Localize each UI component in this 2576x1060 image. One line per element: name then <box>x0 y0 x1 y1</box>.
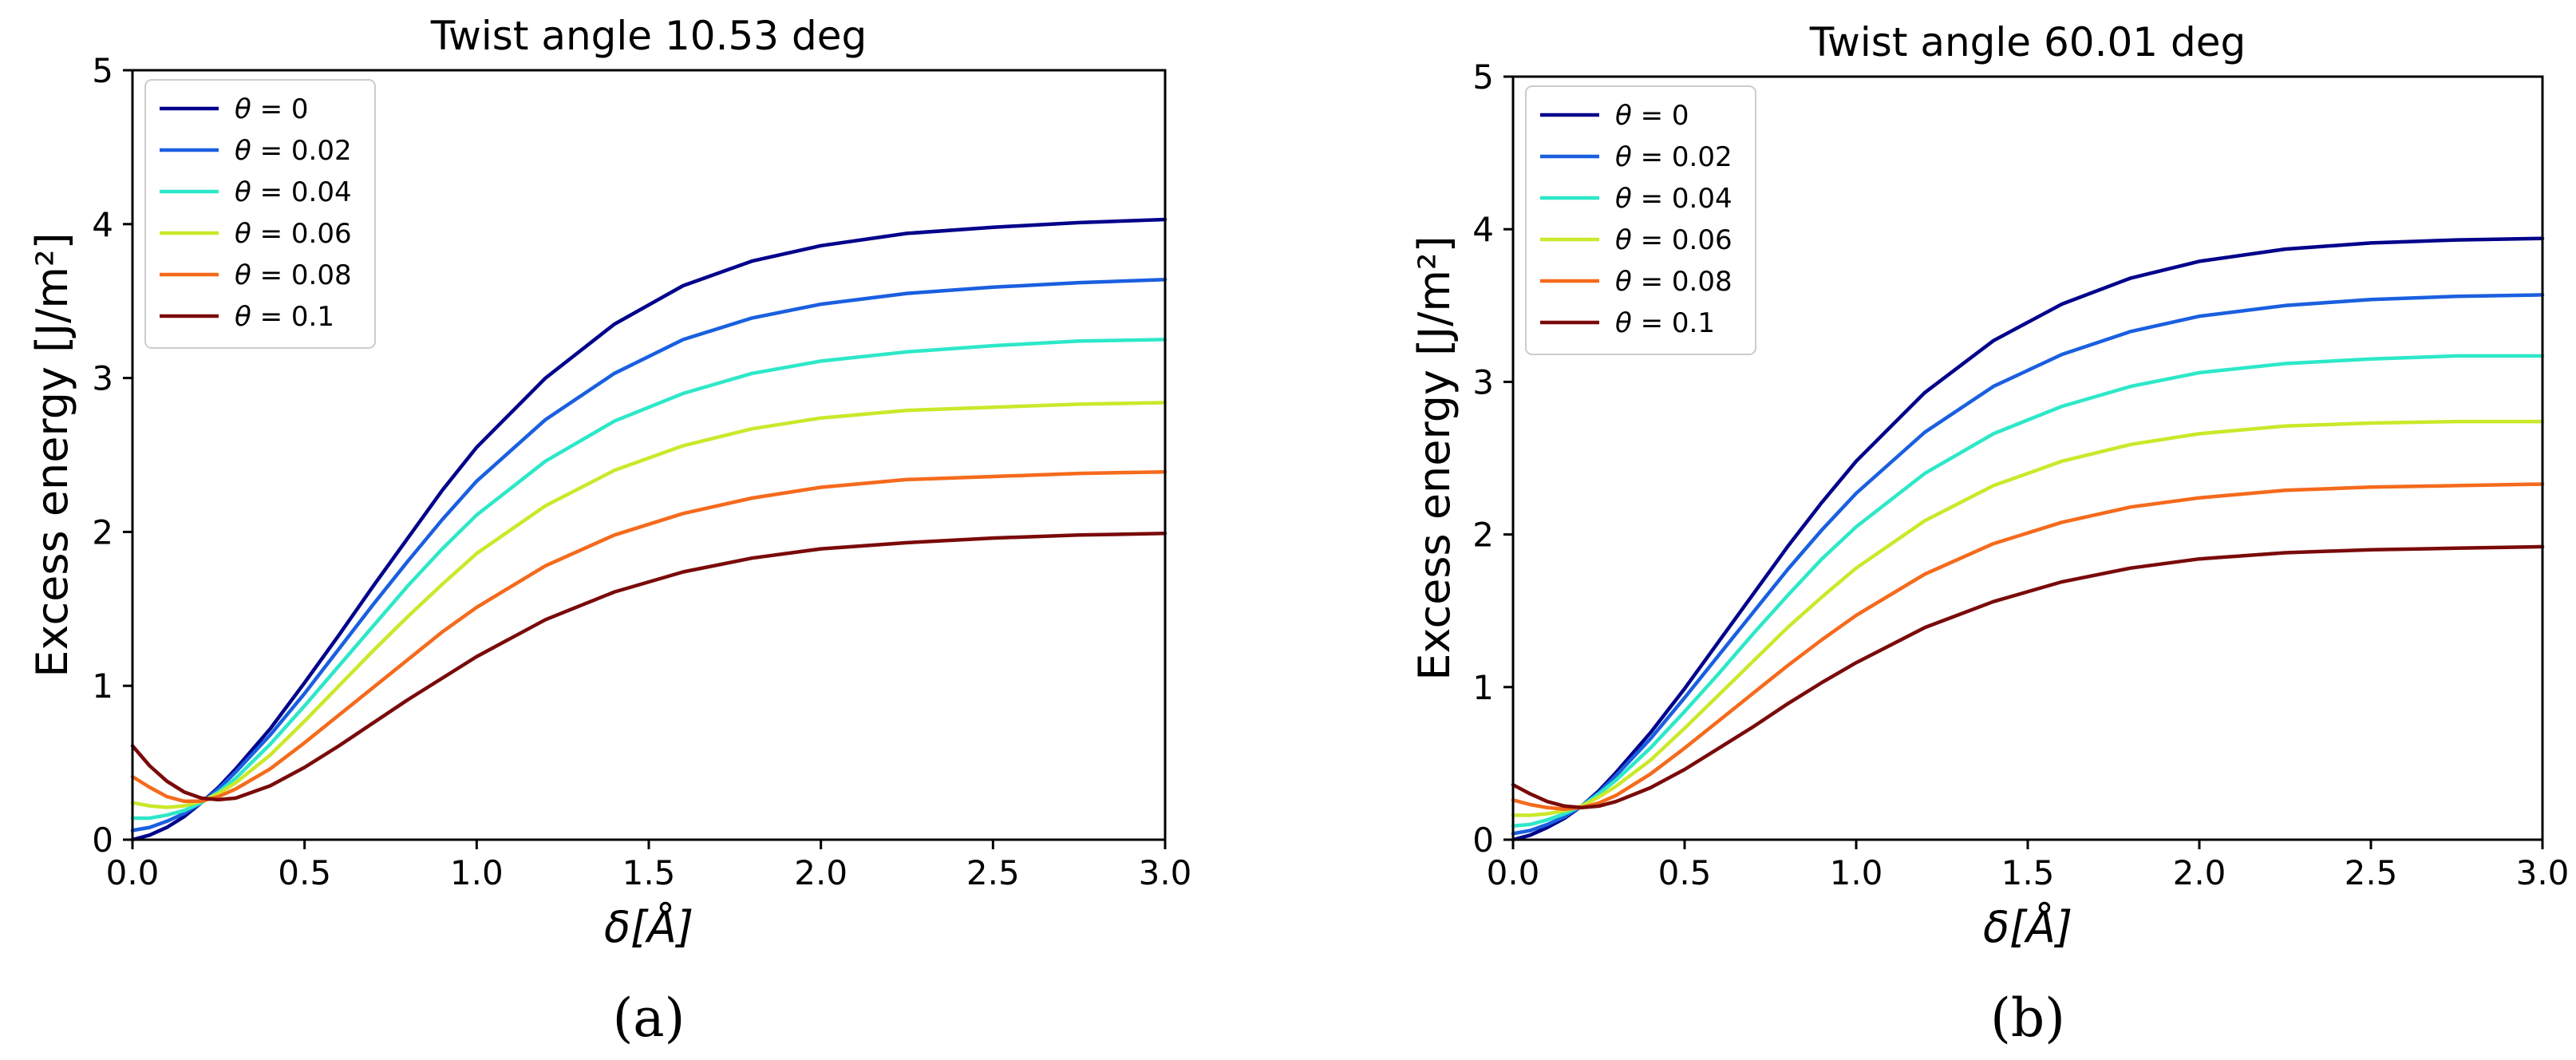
x-tick-label: 2.5 <box>2345 853 2398 892</box>
panel-caption: (a) <box>613 987 685 1049</box>
y-tick-label: 1 <box>92 666 113 706</box>
chart-title: Twist angle 60.01 deg <box>1809 19 2246 65</box>
legend-label-1: θ = 0 <box>1615 100 1689 132</box>
series-line-5 <box>130 469 1167 804</box>
chart-panel-1: 0.0 0.5 1.0 1.5 2.0 2.5 3.0 0 1 2 3 4 5 Twist angle 1… <box>27 13 1191 1049</box>
chart-panel-2: 0.0 0.5 1.0 1.5 2.0 2.5 3.0 0 1 2 3 4 5 Twist angle 6… <box>1409 19 2569 1049</box>
y-tick-label: 3 <box>92 359 113 398</box>
x-tick-label: 3.0 <box>1139 853 1192 892</box>
legend-label-4: θ = 0.06 <box>235 218 352 250</box>
x-tick-label: 1.0 <box>450 853 504 892</box>
legend-label-1: θ = 0 <box>235 93 309 125</box>
legend-box <box>1525 85 1756 355</box>
legend-label-6: θ = 0.1 <box>235 301 334 333</box>
legend-label-5: θ = 0.08 <box>1615 266 1732 298</box>
legend-box <box>144 79 376 349</box>
x-tick-label: 2.0 <box>2173 853 2226 892</box>
legend-label-6: θ = 0.1 <box>1615 307 1715 339</box>
series-line-2 <box>130 277 1167 833</box>
y-axis-title: Excess energy [J/m²] <box>1409 235 1460 680</box>
legend-label-2: θ = 0.02 <box>235 135 352 167</box>
y-tick-label: 3 <box>1472 362 1494 401</box>
x-axis-title: δ[Å] <box>604 901 693 952</box>
series-line-4 <box>130 401 1167 809</box>
y-tick-label: 5 <box>1472 57 1494 97</box>
x-tick-label: 0.5 <box>1658 853 1712 892</box>
series-line-2 <box>1511 293 2545 836</box>
series-line-6 <box>130 532 1167 802</box>
legend-label-2: θ = 0.02 <box>1615 141 1732 173</box>
y-axis-title: Excess energy [J/m²] <box>27 232 77 677</box>
x-tick-label: 3.0 <box>2516 853 2570 892</box>
series-line-3 <box>130 338 1167 821</box>
x-tick-label: 1.5 <box>2001 853 2055 892</box>
series-line-6 <box>1511 544 2545 810</box>
x-tick-label: 0.5 <box>278 853 331 892</box>
y-tick-label: 2 <box>92 512 113 552</box>
y-tick-label: 2 <box>1472 516 1494 555</box>
legend-label-4: θ = 0.06 <box>1615 224 1732 256</box>
y-tick-label: 1 <box>1472 668 1494 707</box>
legend-label-3: θ = 0.04 <box>1615 183 1732 215</box>
x-tick-label: 0.0 <box>106 853 160 892</box>
y-tick-label: 5 <box>92 51 113 90</box>
y-tick-label: 0 <box>92 821 113 860</box>
legend-label-3: θ = 0.04 <box>235 176 352 208</box>
y-tick-label: 4 <box>92 205 113 244</box>
series-line-5 <box>1511 482 2545 812</box>
x-tick-label: 1.0 <box>1830 853 1883 892</box>
y-tick-label: 4 <box>1472 210 1494 249</box>
x-tick-label: 2.0 <box>794 853 847 892</box>
panel-caption: (b) <box>1990 987 2065 1049</box>
series-line-4 <box>1511 419 2545 817</box>
legend-label-5: θ = 0.08 <box>235 259 352 291</box>
chart-title: Twist angle 10.53 deg <box>430 13 867 59</box>
x-tick-label: 2.5 <box>966 853 1020 892</box>
x-tick-label: 1.5 <box>622 853 676 892</box>
x-tick-label: 0.0 <box>1487 853 1540 892</box>
x-axis-title: δ[Å] <box>1983 901 2072 952</box>
y-tick-label: 0 <box>1472 821 1494 860</box>
